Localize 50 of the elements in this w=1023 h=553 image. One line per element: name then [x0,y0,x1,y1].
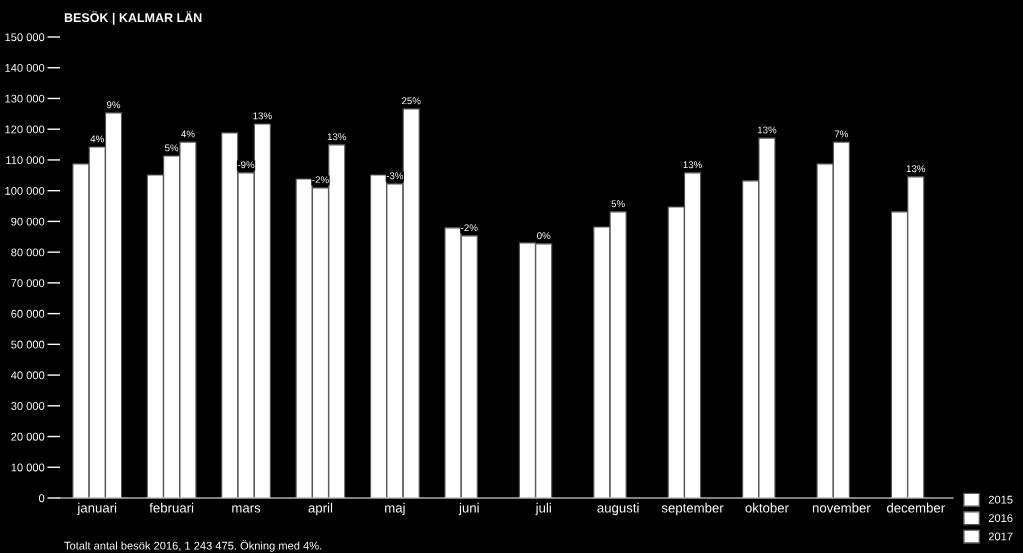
x-tick-label: november [812,502,871,513]
y-tick-label: 120 000 [5,125,45,134]
y-tick-label: 90 000 [11,217,45,226]
y-tick-label: 60 000 [11,309,45,318]
y-tick-label: 150 000 [5,33,45,42]
annotation: 4% [90,135,104,143]
y-tick-label: 50 000 [11,340,45,349]
annotation: 0% [537,232,551,240]
x-tick-label: maj [385,502,405,516]
annotation: 13% [906,165,926,173]
annotation: 5% [611,200,625,208]
annotation: 13% [757,126,777,134]
y-tick-label: 70 000 [11,279,45,287]
annotation: -2% [461,224,478,232]
y-tick-label: 110 000 [6,156,45,165]
x-tick-label: oktober [745,502,789,513]
annotation: -9% [237,161,255,169]
x-tick-label: januari [77,502,117,516]
legend-label: 2016 [988,514,1013,522]
y-tick-label: 140 000 [5,64,45,72]
annotation: 13% [683,161,702,169]
x-tick-label: augusti [597,502,639,516]
y-tick-label: 80 000 [11,248,45,257]
legend-label: 2015 [988,495,1013,504]
y-tick-label: 10 000 [11,463,45,472]
legend-label: 2017 [988,532,1013,541]
annotation: -3% [386,172,404,180]
x-tick-label: februari [149,502,194,513]
x-tick-label: december [887,502,945,513]
chart-title: BESÖK | KALMAR LÄN [64,11,202,25]
y-tick-label: 30 000 [11,402,45,410]
y-tick-label: 0 [38,494,45,503]
y-tick-label: 20 000 [11,432,45,441]
y-tick-label: 130 000 [5,94,45,103]
annotation: 9% [106,101,121,109]
y-tick-label: 40 000 [11,371,45,380]
x-tick-label: juli [535,502,551,516]
y-tick-label: 100 000 [5,186,45,195]
annotation: 4% [181,130,195,138]
annotation: 25% [401,97,421,105]
x-tick-label: september [661,502,724,516]
annotation: 5% [164,144,179,152]
x-tick-label: april [308,502,333,516]
x-tick-label: mars [232,505,261,513]
x-tick-label: juni [458,502,479,516]
annotation: 7% [834,130,849,138]
annotation: 13% [253,112,272,120]
annotation: -2% [312,176,329,184]
annotation: 13% [327,133,347,141]
text: Totalt antal besök 2016, 1 243 475. Ökning med 4%. [64,540,322,552]
